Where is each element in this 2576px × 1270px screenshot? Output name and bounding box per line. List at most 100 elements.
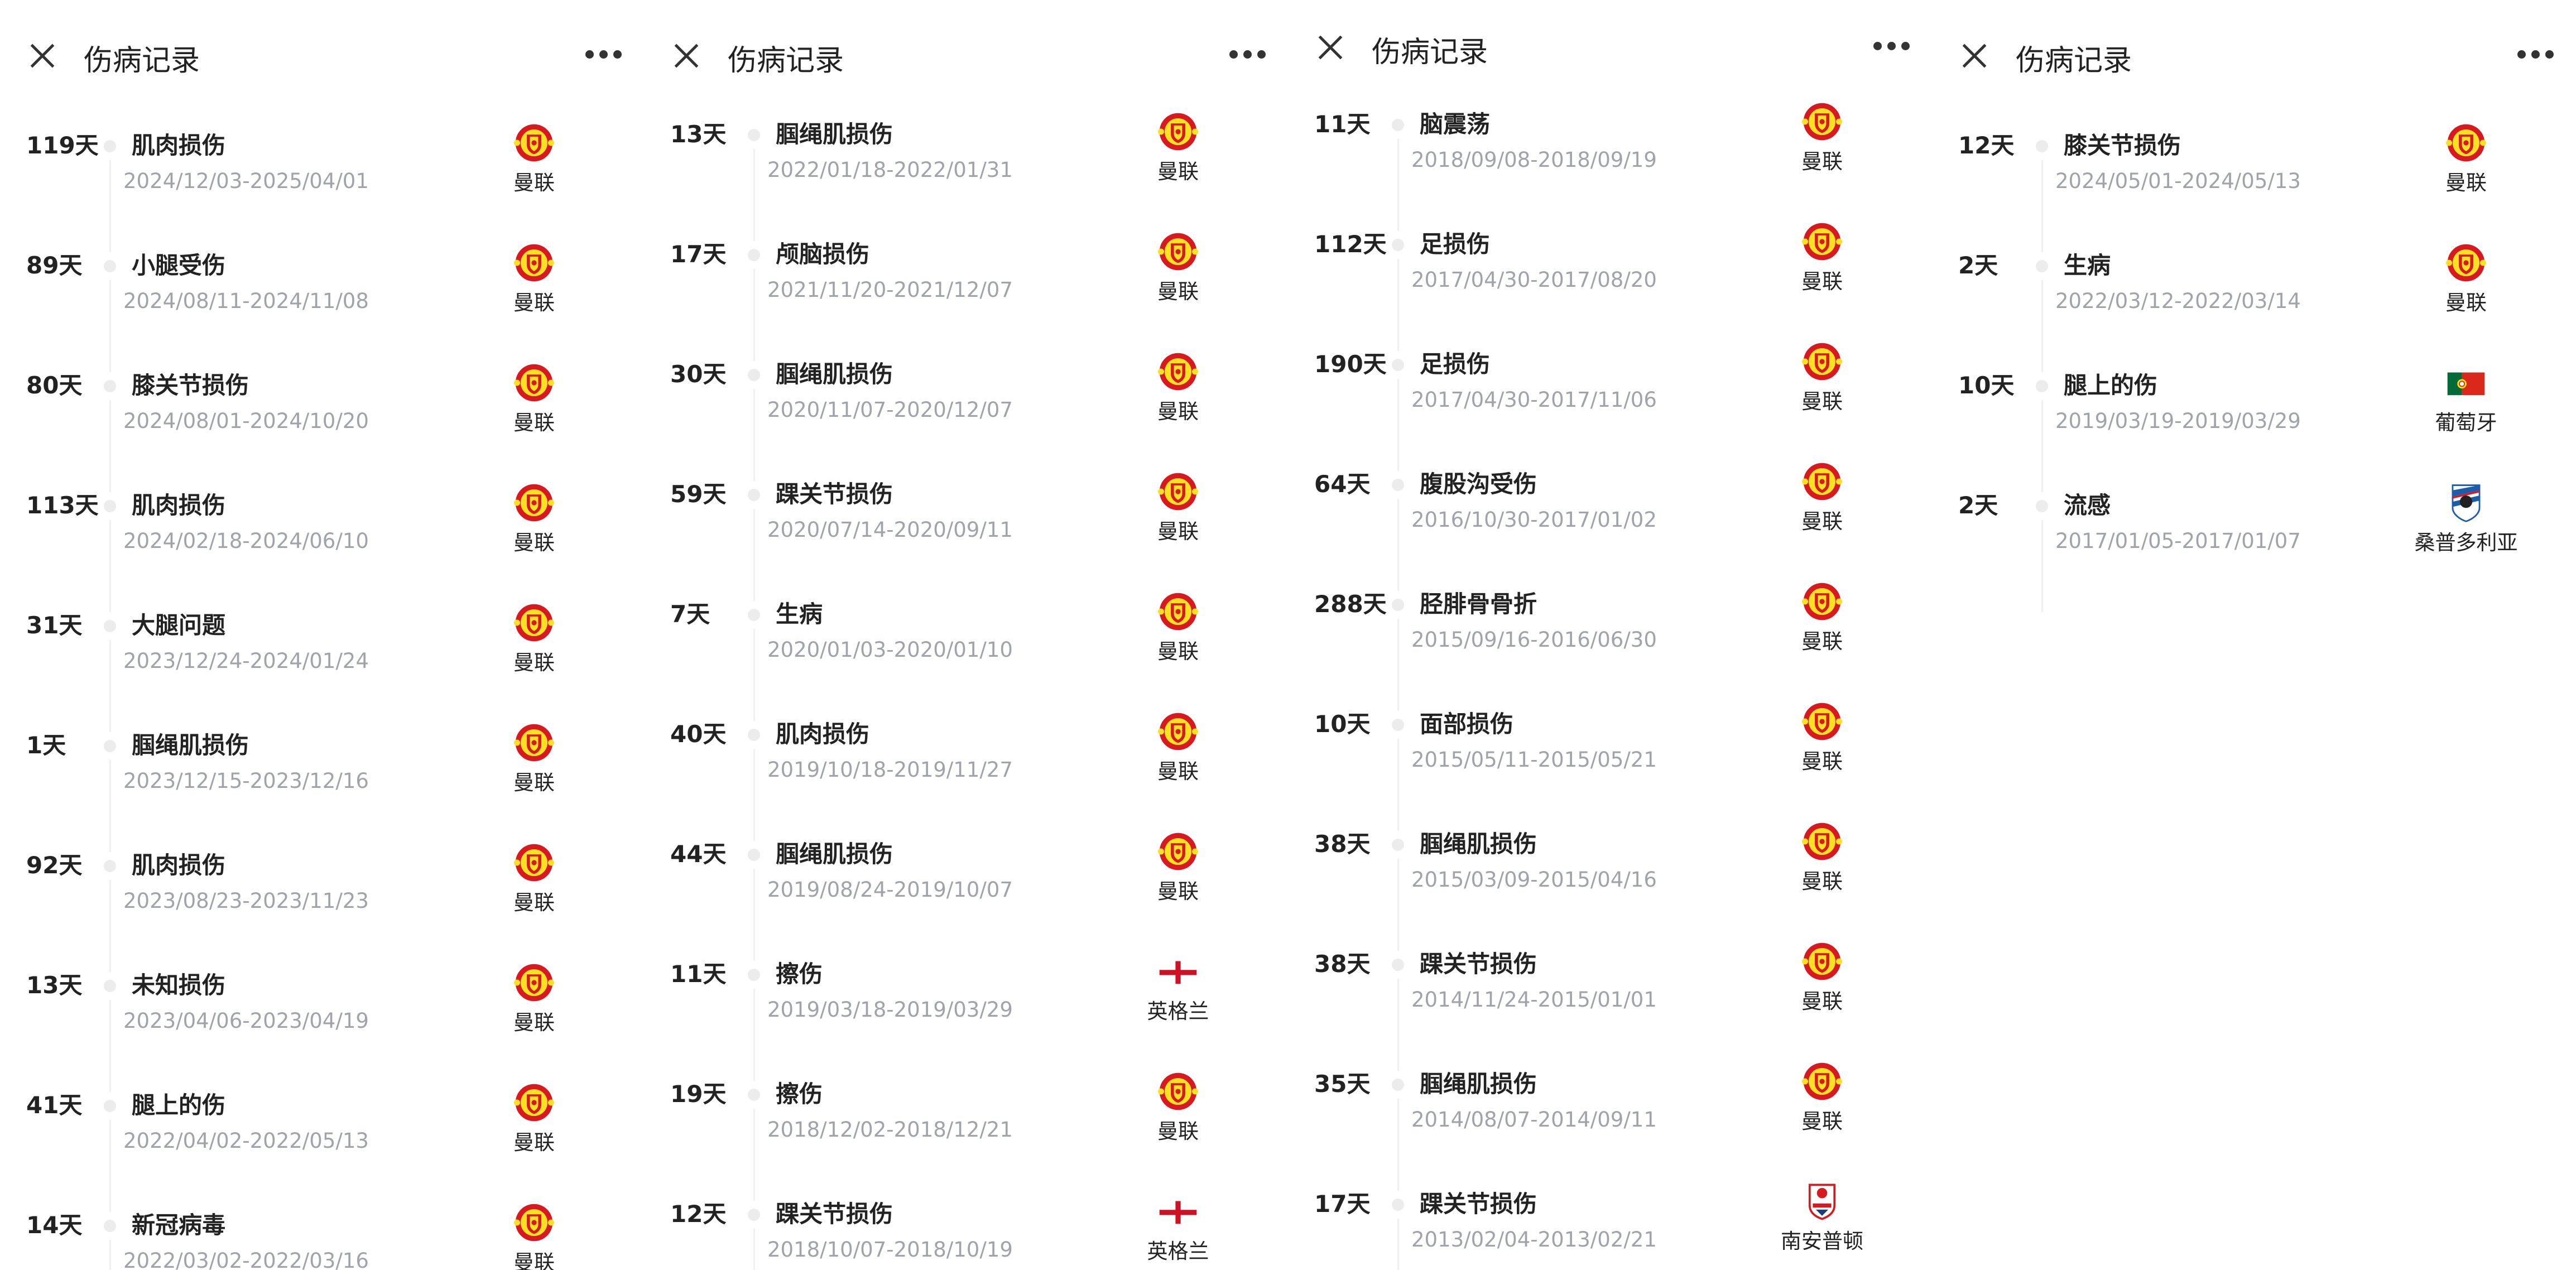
team: 南安普顿 — [1734, 1181, 1910, 1254]
timeline-line — [753, 509, 755, 601]
injury-record[interactable]: 112天 足损伤 2017/04/30-2017/08/20 曼联 — [1288, 223, 1932, 351]
injury-record[interactable]: 40天 肌肉损伤 2019/10/18-2019/11/27 曼联 — [644, 713, 1288, 841]
timeline-line — [1397, 1219, 1399, 1270]
sampdoria-crest-icon — [2378, 482, 2554, 523]
injury-dates: 2019/03/19-2019/03/29 — [2055, 409, 2301, 433]
man-utd-crest-icon — [2378, 242, 2554, 283]
injury-dates: 2021/11/20-2021/12/07 — [767, 278, 1013, 302]
more-dots-icon[interactable] — [1229, 50, 1266, 59]
injury-record[interactable]: 44天 腘绳肌损伤 2019/08/24-2019/10/07 曼联 — [644, 833, 1288, 961]
man-utd-crest-icon — [2378, 122, 2554, 163]
injury-record[interactable]: 1天 腘绳肌损伤 2023/12/15-2023/12/16 曼联 — [0, 724, 644, 852]
timeline-dot — [104, 740, 116, 752]
more-dots-icon[interactable] — [1873, 42, 1910, 50]
injury-record[interactable]: 35天 腘绳肌损伤 2014/08/07-2014/09/11 曼联 — [1288, 1062, 1932, 1191]
injury-record[interactable]: 80天 膝关节损伤 2024/08/01-2024/10/20 曼联 — [0, 364, 644, 492]
injury-record[interactable]: 38天 踝关节损伤 2014/11/24-2015/01/01 曼联 — [1288, 942, 1932, 1071]
injury-record[interactable]: 10天 面部损伤 2015/05/11-2015/05/21 曼联 — [1288, 703, 1932, 831]
team-name: 曼联 — [1157, 879, 1199, 903]
injury-duration: 10天 — [1314, 710, 1371, 738]
injury-record[interactable]: 59天 踝关节损伤 2020/07/14-2020/09/11 曼联 — [644, 473, 1288, 601]
injury-record[interactable]: 19天 擦伤 2018/12/02-2018/12/21 曼联 — [644, 1072, 1288, 1201]
injury-dates: 2017/04/30-2017/08/20 — [1411, 268, 1657, 292]
injury-record[interactable]: 30天 腘绳肌损伤 2020/11/07-2020/12/07 曼联 — [644, 353, 1288, 481]
timeline-dot — [2036, 380, 2048, 392]
injury-dates: 2023/12/15-2023/12/16 — [123, 769, 369, 793]
top-bar: 伤病记录 — [1932, 28, 2576, 78]
close-icon[interactable] — [671, 40, 702, 71]
timeline-dot — [2036, 140, 2048, 152]
man-utd-crest-icon — [1734, 821, 1910, 862]
close-icon[interactable] — [1315, 32, 1346, 63]
injury-panel: 伤病记录 119天 肌肉损伤 2024/12/03-2025/04/01 曼联 89天 小腿… — [0, 0, 644, 1270]
man-utd-crest-icon — [446, 602, 622, 643]
more-dots-icon[interactable] — [585, 50, 622, 59]
injury-duration: 17天 — [670, 240, 727, 268]
injury-record[interactable]: 2天 生病 2022/03/12-2022/03/14 曼联 — [1932, 244, 2576, 372]
team-name: 曼联 — [1157, 160, 1199, 184]
injury-record[interactable]: 12天 踝关节损伤 2018/10/07-2018/10/19 英格兰 — [644, 1200, 1288, 1270]
injury-dates: 2023/12/24-2024/01/24 — [123, 649, 369, 673]
injury-type: 踝关节损伤 — [776, 480, 893, 508]
injury-duration: 17天 — [1314, 1190, 1371, 1218]
injury-record[interactable]: 2天 流感 2017/01/05-2017/01/07 桑普多利亚 — [1932, 484, 2576, 612]
timeline-line — [753, 1229, 755, 1270]
close-icon[interactable] — [1959, 40, 1990, 71]
man-utd-crest-icon — [1090, 1071, 1266, 1112]
man-utd-crest-icon — [446, 242, 622, 283]
injury-record[interactable]: 113天 肌肉损伤 2024/02/18-2024/06/10 曼联 — [0, 484, 644, 612]
team-name: 英格兰 — [1147, 999, 1209, 1023]
team-name: 曼联 — [1157, 639, 1199, 663]
injury-record[interactable]: 119天 肌肉损伤 2024/12/03-2025/04/01 曼联 — [0, 124, 644, 252]
injury-duration: 190天 — [1314, 350, 1387, 378]
man-utd-crest-icon — [1734, 1061, 1910, 1102]
injury-record[interactable]: 7天 生病 2020/01/03-2020/01/10 曼联 — [644, 593, 1288, 721]
man-utd-crest-icon — [446, 1082, 622, 1123]
injury-record[interactable]: 17天 颅脑损伤 2021/11/20-2021/12/07 曼联 — [644, 233, 1288, 361]
injury-record[interactable]: 11天 擦伤 2019/03/18-2019/03/29 英格兰 — [644, 960, 1288, 1081]
injury-record[interactable]: 92天 肌肉损伤 2023/08/23-2023/11/23 曼联 — [0, 844, 644, 972]
injury-record[interactable]: 13天 腘绳肌损伤 2022/01/18-2022/01/31 曼联 — [644, 113, 1288, 241]
timeline-line — [109, 400, 111, 492]
close-icon[interactable] — [27, 40, 58, 71]
injury-record[interactable]: 31天 大腿问题 2023/12/24-2024/01/24 曼联 — [0, 604, 644, 732]
team-name: 曼联 — [1801, 989, 1843, 1013]
injury-dates: 2014/08/07-2014/09/11 — [1411, 1108, 1657, 1132]
injury-record[interactable]: 41天 腿上的伤 2022/04/02-2022/05/13 曼联 — [0, 1084, 644, 1212]
injury-duration: 113天 — [26, 492, 99, 519]
timeline-line — [753, 149, 755, 241]
man-utd-crest-icon — [1734, 461, 1910, 502]
man-utd-crest-icon — [1090, 471, 1266, 512]
injury-duration: 119天 — [26, 132, 99, 159]
team-name: 曼联 — [1157, 519, 1199, 543]
injury-record[interactable]: 10天 腿上的伤 2019/03/19-2019/03/29 葡萄牙 — [1932, 371, 2576, 492]
injury-record[interactable]: 11天 脑震荡 2018/09/08-2018/09/19 曼联 — [1288, 103, 1932, 231]
injury-record[interactable]: 14天 新冠病毒 2022/03/02-2022/03/16 曼联 — [0, 1204, 644, 1270]
injury-dates: 2015/05/11-2015/05/21 — [1411, 748, 1657, 772]
injury-record[interactable]: 190天 足损伤 2017/04/30-2017/11/06 曼联 — [1288, 343, 1932, 471]
team-name: 曼联 — [1157, 1119, 1199, 1143]
injury-duration: 89天 — [26, 252, 83, 279]
team: 曼联 — [446, 962, 622, 1036]
injury-dates: 2020/11/07-2020/12/07 — [767, 398, 1013, 422]
injury-record[interactable]: 288天 胫腓骨骨折 2015/09/16-2016/06/30 曼联 — [1288, 583, 1932, 711]
injury-dates: 2019/10/18-2019/11/27 — [767, 758, 1013, 782]
team: 曼联 — [1090, 231, 1266, 305]
more-dots-icon[interactable] — [2517, 50, 2554, 59]
team-name: 曼联 — [1801, 150, 1843, 174]
timeline-dot — [748, 609, 760, 621]
injury-record[interactable]: 13天 未知损伤 2023/04/06-2023/04/19 曼联 — [0, 964, 644, 1092]
team: 曼联 — [1734, 101, 1910, 175]
team-name: 曼联 — [2445, 291, 2487, 315]
injury-record[interactable]: 89天 小腿受伤 2024/08/11-2024/11/08 曼联 — [0, 244, 644, 372]
injury-duration: 44天 — [670, 840, 727, 868]
injury-record[interactable]: 38天 腘绳肌损伤 2015/03/09-2015/04/16 曼联 — [1288, 822, 1932, 951]
timeline-dot — [1392, 359, 1404, 371]
injury-record[interactable]: 12天 膝关节损伤 2024/05/01-2024/05/13 曼联 — [1932, 124, 2576, 252]
timeline-dot — [1392, 1199, 1404, 1211]
timeline-dot — [748, 129, 760, 141]
injury-record[interactable]: 64天 腹股沟受伤 2016/10/30-2017/01/02 曼联 — [1288, 463, 1932, 591]
injury-type: 足损伤 — [1420, 230, 1491, 258]
injury-record[interactable]: 17天 踝关节损伤 2013/02/04-2013/02/21 南安普顿 — [1288, 1184, 1932, 1270]
injury-type: 肌肉损伤 — [132, 852, 226, 879]
